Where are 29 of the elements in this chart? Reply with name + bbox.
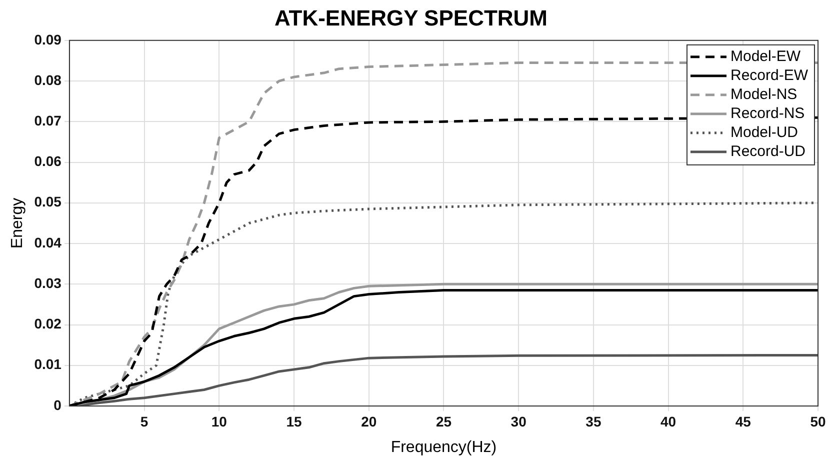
legend-label: Record-NS xyxy=(730,105,805,122)
x-tick-label: 50 xyxy=(810,413,826,430)
y-tick-label: 0 xyxy=(54,396,62,413)
legend-label: Record-EW xyxy=(730,67,809,84)
legend-label: Record-UD xyxy=(730,143,806,160)
y-tick-label: 0.07 xyxy=(34,112,62,129)
y-tick-label: 0.05 xyxy=(34,194,62,210)
chart-title: ATK-ENERGY SPECTRUM xyxy=(274,5,548,30)
y-tick-label: 0.08 xyxy=(34,72,62,88)
x-tick-label: 45 xyxy=(735,413,752,430)
y-axis-title: Energy xyxy=(9,198,26,249)
y-tick-label: 0.04 xyxy=(34,234,62,250)
x-tick-label: 10 xyxy=(211,413,228,430)
y-tick-label: 0.06 xyxy=(34,153,62,170)
x-tick-label: 20 xyxy=(361,413,377,430)
x-tick-label: 5 xyxy=(140,413,148,430)
legend-label: Model-NS xyxy=(730,86,798,104)
x-tick-label: 30 xyxy=(510,413,527,430)
x-tick-label: 40 xyxy=(660,413,676,430)
y-tick-label: 0.09 xyxy=(34,31,62,48)
x-tick-label: 35 xyxy=(586,413,602,430)
x-tick-label: 15 xyxy=(286,413,302,430)
x-tick-label: 25 xyxy=(436,413,452,430)
y-tick-label: 0.03 xyxy=(34,274,62,291)
legend-label: Model-UD xyxy=(730,124,798,142)
y-tick-label: 0.02 xyxy=(34,316,62,332)
x-axis-title: Frequency(Hz) xyxy=(390,438,497,456)
y-tick-label: 0.01 xyxy=(34,356,62,372)
legend-label: Model-EW xyxy=(730,48,802,66)
